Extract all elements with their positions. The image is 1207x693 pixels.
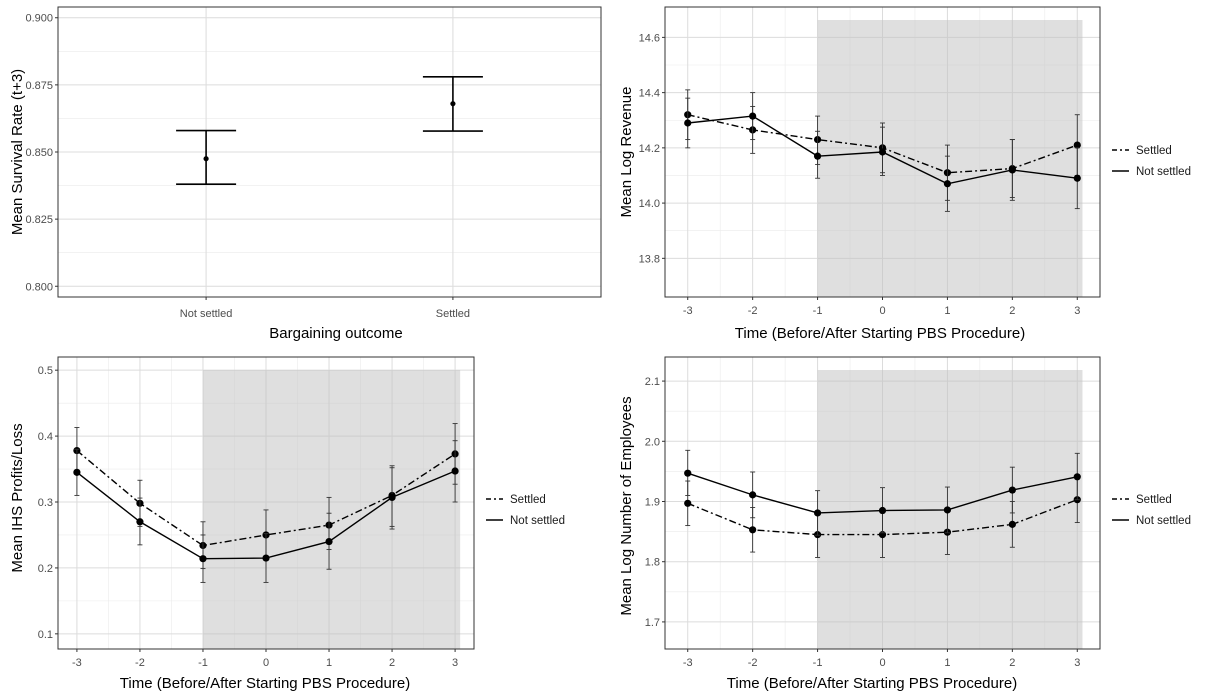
data-point xyxy=(943,506,952,514)
y-axis-title: Mean Survival Rate (t+3) xyxy=(9,69,26,235)
y-axis-title: Mean IHS Profits/Loss xyxy=(9,423,26,572)
x-axis-title: Time (Before/After Starting PBS Procedur… xyxy=(727,675,1017,692)
data-point xyxy=(73,468,81,476)
y-axis-title: Mean Log Revenue xyxy=(618,87,635,218)
data-point xyxy=(262,554,270,562)
x-tick-label: 3 xyxy=(1074,305,1080,317)
data-point xyxy=(943,180,952,188)
x-tick-label: 3 xyxy=(1074,657,1080,669)
data-point xyxy=(813,509,822,517)
y-axis-title: Mean Log Number of Employees xyxy=(618,396,635,615)
y-tick-label: 0.825 xyxy=(25,214,53,226)
panel-profits: 0.1 0.2 0.3 0.4 0.5 -3 -2 -1 0 1 2 3 Time (Before/Af… xyxy=(9,356,565,692)
y-tick-label: 2.1 xyxy=(645,376,660,388)
legend: Settled Not settled xyxy=(1112,145,1191,178)
panel-survival: 0.800 0.825 0.850 0.875 0.900 Not settled Sett… xyxy=(9,6,602,342)
x-tick-label: Not settled xyxy=(180,308,233,320)
data-point xyxy=(325,537,333,546)
legend-label: Not settled xyxy=(510,515,565,527)
y-tick-label: 2.0 xyxy=(645,436,660,448)
y-tick-label: 13.8 xyxy=(639,253,660,265)
shaded-period xyxy=(817,20,1083,297)
legend-label: Not settled xyxy=(1136,515,1191,527)
data-point xyxy=(199,555,207,563)
data-point xyxy=(1073,141,1081,149)
x-tick-label: -1 xyxy=(198,657,208,669)
data-point xyxy=(1008,486,1016,494)
x-axis-title: Time (Before/After Starting PBS Procedur… xyxy=(120,675,410,692)
legend-label: Settled xyxy=(1136,145,1172,157)
data-point xyxy=(684,119,692,127)
y-tick-label: 0.5 xyxy=(38,365,53,377)
x-tick-label: 2 xyxy=(389,657,395,669)
x-tick-label: -3 xyxy=(683,657,693,669)
x-tick-label: 0 xyxy=(879,657,885,669)
y-tick-label: 14.0 xyxy=(639,198,660,210)
series-not-settled xyxy=(684,449,1081,536)
legend-label: Settled xyxy=(1136,494,1172,506)
x-tick-label: 1 xyxy=(944,305,950,317)
y-tick-label: 0.875 xyxy=(25,80,53,92)
shaded-period xyxy=(202,370,461,649)
y-tick-label: 0.3 xyxy=(38,497,53,509)
x-tick-label: 0 xyxy=(879,305,885,317)
data-point xyxy=(684,499,692,507)
y-tick-label: 1.7 xyxy=(645,617,660,629)
data-point xyxy=(388,493,396,501)
x-tick-label: -1 xyxy=(813,657,823,669)
data-point xyxy=(813,152,822,160)
y-tick-label: 0.2 xyxy=(38,563,53,575)
data-point xyxy=(749,112,757,120)
data-point xyxy=(136,518,144,526)
data-point xyxy=(878,148,887,156)
series-not-settled xyxy=(684,92,1081,212)
y-tick-label: 0.4 xyxy=(38,431,53,443)
y-tick-label: 1.9 xyxy=(645,496,660,508)
y-tick-label: 0.850 xyxy=(25,147,53,159)
x-tick-label: Settled xyxy=(436,308,470,320)
x-axis-title: Time (Before/After Starting PBS Procedur… xyxy=(735,325,1025,342)
x-tick-label: 2 xyxy=(1009,657,1015,669)
data-point xyxy=(1008,166,1016,174)
x-tick-label: 1 xyxy=(326,657,332,669)
x-tick-label: -1 xyxy=(813,305,823,317)
legend-label: Settled xyxy=(510,494,546,506)
data-point xyxy=(1073,174,1081,182)
x-tick-label: 1 xyxy=(944,657,950,669)
y-tick-label: 14.6 xyxy=(639,32,660,44)
y-tick-label: 14.2 xyxy=(639,143,660,155)
data-point xyxy=(1008,520,1016,528)
legend-label: Not settled xyxy=(1136,166,1191,178)
x-tick-label: 3 xyxy=(452,657,458,669)
x-tick-label: -2 xyxy=(748,305,758,317)
panel-revenue: 13.8 14.0 14.2 14.4 14.6 -3 -2 -1 0 1 2 3 Time (Befo… xyxy=(618,6,1191,342)
y-tick-label: 0.900 xyxy=(25,13,53,25)
data-point xyxy=(749,526,757,534)
x-axis-title: Bargaining outcome xyxy=(269,325,402,342)
x-tick-label: 0 xyxy=(263,657,269,669)
data-point xyxy=(749,491,757,499)
y-tick-label: 1.8 xyxy=(645,557,660,569)
y-tick-label: 14.4 xyxy=(639,88,660,100)
x-tick-label: -3 xyxy=(683,305,693,317)
x-tick-label: 2 xyxy=(1009,305,1015,317)
legend: Settled Not settled xyxy=(1112,494,1191,527)
y-tick-label: 0.1 xyxy=(38,629,53,641)
data-point xyxy=(451,467,459,475)
y-tick-label: 0.800 xyxy=(25,281,53,293)
data-point xyxy=(684,469,692,477)
data-point xyxy=(450,101,456,107)
data-point xyxy=(878,506,887,515)
series-not-settled xyxy=(73,440,459,583)
panel-employees: 1.7 1.8 1.9 2.0 2.1 -3 -2 -1 0 1 2 3 Time (Before/Af… xyxy=(618,356,1191,692)
x-tick-label: -2 xyxy=(135,657,145,669)
data-point xyxy=(203,156,209,162)
data-point xyxy=(1073,473,1081,481)
x-tick-label: -3 xyxy=(72,657,82,669)
x-tick-label: -2 xyxy=(748,657,758,669)
legend: Settled Not settled xyxy=(486,494,565,527)
